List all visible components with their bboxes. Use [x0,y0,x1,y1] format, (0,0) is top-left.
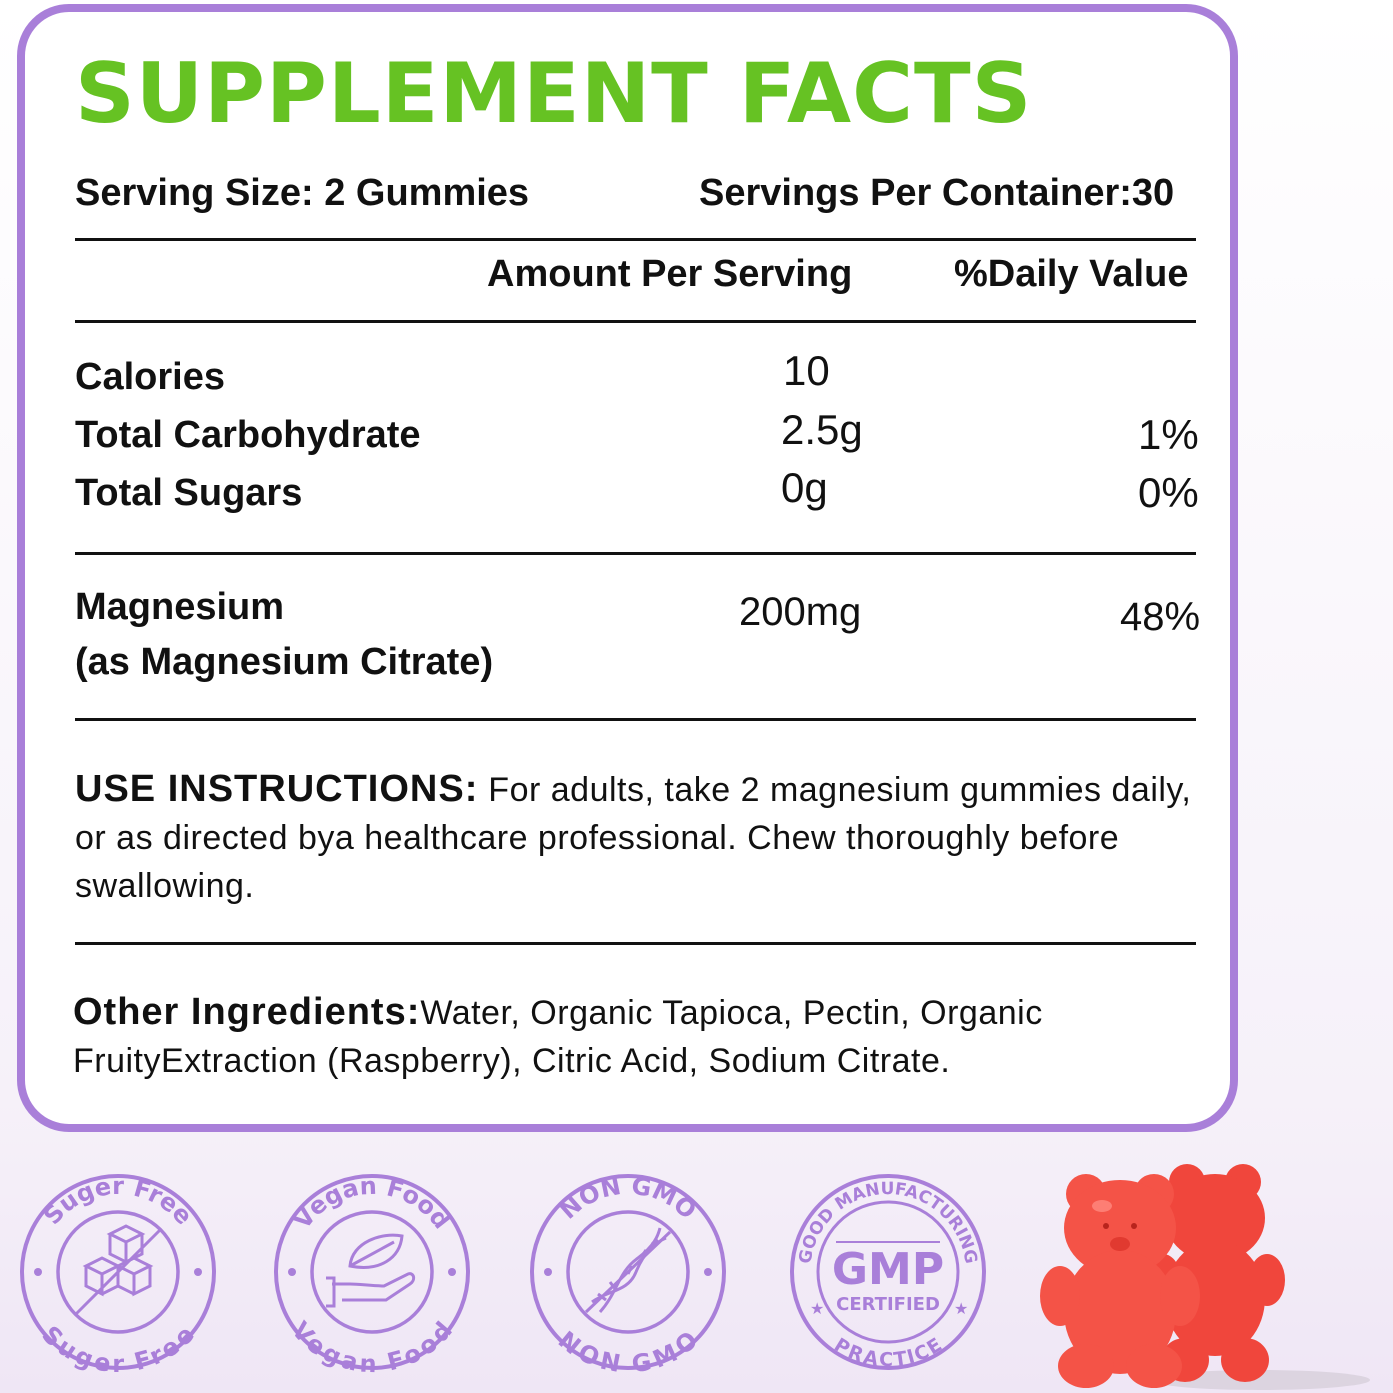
serving-size: Serving Size: 2 Gummies [75,172,530,214]
other-ingredients-text: Water, Organic Tapioca, Pectin, Organic … [73,994,1043,1080]
svg-text:NON GMO: NON GMO [554,1172,702,1225]
badge-top-label: NON GMO [554,1172,702,1225]
use-instructions-text: For adults, take 2 magnesium gummies dai… [75,771,1192,905]
svg-text:Suger Free: Suger Free [38,1172,198,1230]
divider [75,942,1196,945]
dna-icon [584,1227,672,1314]
nutrient-name: Total Sugars [75,472,303,514]
daily-value-column-header: %Daily Value [954,253,1189,295]
use-instructions-label: USE INSTRUCTIONS: [75,768,479,810]
nutrient-amount: 0g [781,464,828,511]
other-ingredients: Other Ingredients:Water, Organic Tapioca… [73,988,1163,1085]
magnesium-daily-value: 48% [1120,595,1201,639]
supplement-facts-panel: SUPPLEMENT FACTS Serving Size: 2 Gummies… [17,4,1238,1132]
sugar-cubes-crossed-icon [74,1224,162,1316]
svg-text:Vegan Food: Vegan Food [288,1172,456,1235]
divider [75,320,1196,323]
certified-label: CERTIFIED [836,1294,940,1315]
use-instructions: USE INSTRUCTIONS: For adults, take 2 mag… [75,765,1200,910]
amount-column-header: Amount Per Serving [487,253,853,295]
magnesium-amount: 200mg [739,590,862,634]
nutrient-name: Total Carbohydrate [75,414,421,456]
divider [75,718,1196,721]
nutrient-name: Calories [75,356,225,398]
gmp-label: GMP [832,1244,944,1295]
star-icon: ★ [954,1299,968,1318]
magnesium-source: (as Magnesium Citrate) [75,641,494,683]
nutrient-amount: 10 [783,347,830,394]
svg-text:Suger Free: Suger Free [36,1320,199,1378]
gummy-bear-front [1040,1174,1200,1388]
divider [75,238,1196,241]
svg-text:Vegan Food: Vegan Food [286,1316,458,1378]
other-ingredients-label: Other Ingredients: [73,991,421,1033]
non-gmo-badge: NON GMO NON GMO [530,1172,726,1378]
magnesium-name: Magnesium [75,586,285,628]
badge-bottom-label: Vegan Food [286,1316,458,1378]
nutrient-daily-value: 0% [1138,469,1199,516]
divider [75,552,1196,555]
badge-bottom-label: PRACTICE [830,1334,946,1371]
nutrient-daily-value: 1% [1138,411,1199,458]
nutrient-amount: 2.5g [781,406,863,453]
sugar-free-badge: Suger Free Suger Free [20,1172,216,1378]
svg-text:PRACTICE: PRACTICE [830,1334,946,1371]
leaf-hand-icon [326,1233,416,1308]
gmp-certified-badge: GOOD MANUFACTURING PRACTICE GMP CERTIFIE… [790,1174,986,1371]
page-title: SUPPLEMENT FACTS [75,45,1033,142]
badge-top-label: Vegan Food [288,1172,456,1235]
badge-top-label: Suger Free [38,1172,198,1230]
vegan-food-badge: Vegan Food Vegan Food [274,1172,470,1378]
badge-bottom-label: Suger Free [36,1320,199,1378]
servings-per-container: Servings Per Container:30 [699,172,1175,214]
star-icon: ★ [810,1299,824,1318]
gummy-bears-image [1040,1164,1370,1390]
